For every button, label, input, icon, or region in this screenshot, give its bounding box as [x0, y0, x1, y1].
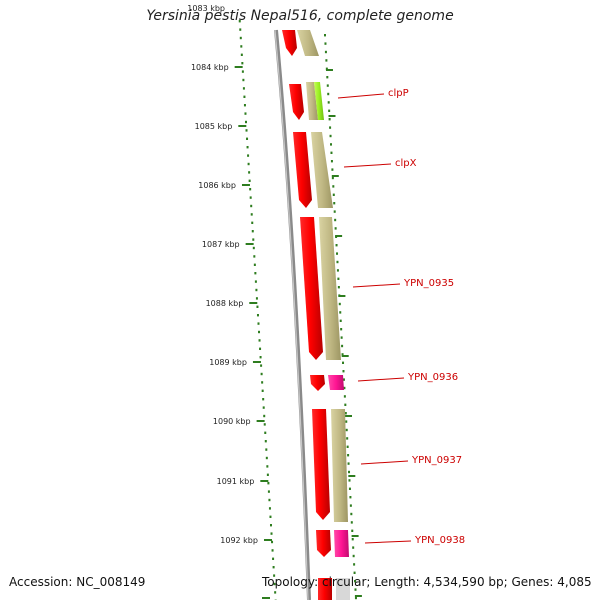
cds-clpX[interactable] [293, 132, 312, 208]
gene-YPN_0936[interactable] [328, 375, 344, 390]
features [282, 30, 350, 600]
gene-bar[interactable] [336, 578, 350, 600]
tick-label: 1086 kbp [198, 181, 236, 190]
gene-YPN_0937[interactable] [331, 409, 348, 522]
tick-label: 1083 kbp [187, 4, 225, 13]
genome-backbone [274, 29, 311, 600]
tick-group: 1083 kbp 1084 kbp 1085 kbp 1086 kbp 1087 kbp… [187, 4, 272, 599]
tick-label: 1090 kbp [213, 417, 251, 426]
feature-ring-dots [324, 34, 362, 600]
label-leaders [337, 93, 412, 544]
gene-label-clpX[interactable]: clpX [395, 158, 417, 169]
gene-bar[interactable] [297, 30, 319, 56]
gene-label-clpP[interactable]: clpP [388, 88, 409, 99]
gene-YPN_0935[interactable] [319, 217, 341, 360]
cds-YPN_0936[interactable] [310, 375, 325, 391]
gene-label-YPN_0937[interactable]: YPN_0937 [411, 455, 462, 466]
tick-label: 1088 kbp [206, 299, 244, 308]
misc-feature-clpP[interactable] [314, 82, 324, 120]
tick-label: 1089 kbp [209, 358, 247, 367]
tick-label: 1091 kbp [217, 477, 255, 486]
tick-ruler-dots [238, 20, 277, 600]
tick-label: 1092 kbp [220, 536, 258, 545]
genome-summary: Topology: circular; Length: 4,534,590 bp… [262, 575, 592, 589]
tick-label: 1084 kbp [191, 63, 229, 72]
gene-YPN_0938[interactable] [334, 530, 349, 557]
tick-label: 1087 kbp [202, 240, 240, 249]
map-title: Yersinia pestis Nepal516, complete genom… [146, 8, 454, 24]
cds-YPN_0935[interactable] [300, 217, 323, 360]
cds-arrow[interactable] [318, 578, 332, 600]
gene-label-YPN_0935[interactable]: YPN_0935 [403, 278, 454, 289]
tick-label: 1085 kbp [195, 122, 233, 131]
gene-label-YPN_0938[interactable]: YPN_0938 [414, 535, 465, 546]
cds-arrow[interactable] [282, 30, 297, 56]
cds-YPN_0938[interactable] [316, 530, 331, 557]
cds-YPN_0937[interactable] [312, 409, 330, 520]
cds-clpP[interactable] [289, 84, 304, 120]
accession-label: Accession: NC_008149 [9, 575, 146, 589]
gene-clpX[interactable] [311, 132, 333, 208]
gene-label-YPN_0936[interactable]: YPN_0936 [407, 372, 458, 383]
